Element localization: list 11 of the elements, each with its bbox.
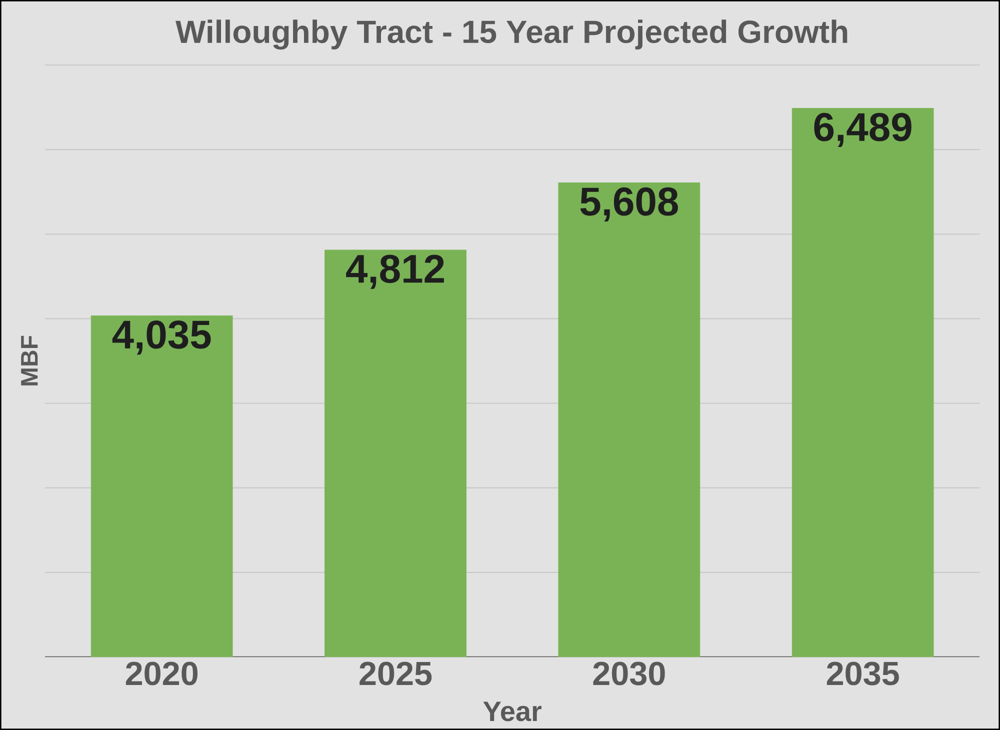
data-label: 4,035	[112, 320, 211, 355]
x-tick-label: 2035	[826, 662, 899, 686]
x-tick-label: 2025	[360, 662, 432, 686]
x-axis-title: Year	[483, 702, 542, 722]
x-tick-label: 2020	[126, 662, 198, 686]
data-label: 4,812	[346, 254, 444, 289]
data-label: 5,608	[580, 187, 678, 222]
y-axis-title: MBF	[21, 336, 38, 386]
x-tick-label: 2030	[593, 662, 665, 686]
data-label: 6,489	[814, 112, 912, 148]
chart-title: Willoughby Tract - 15 Year Projected Growth	[176, 20, 848, 50]
